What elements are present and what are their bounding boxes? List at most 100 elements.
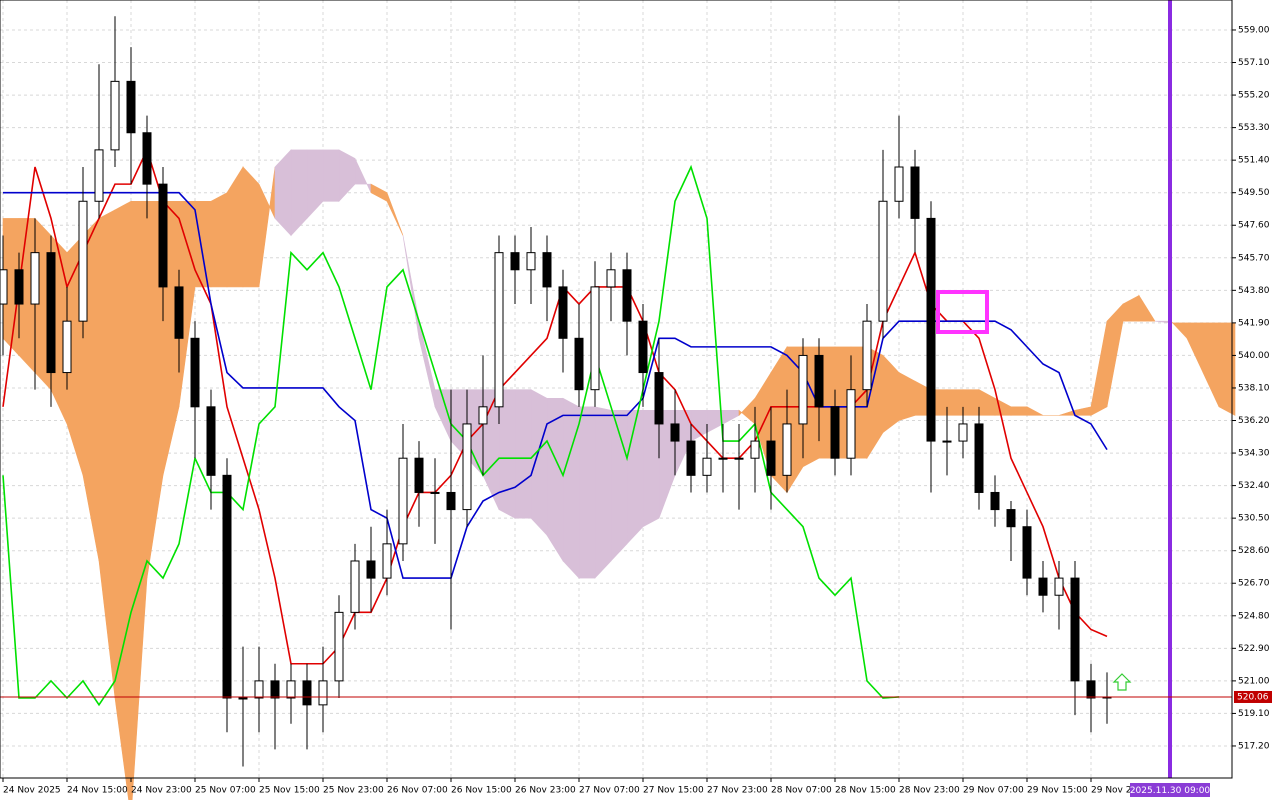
y-tick-label: 541.90 [1238,318,1270,328]
candle-body [1022,526,1032,579]
x-tick-label: 29 Nov 15:00 [1027,786,1088,796]
candle-body [750,440,760,459]
candle-body [878,200,888,322]
candle-body [62,320,72,374]
cloud-segment [1138,294,1156,322]
candle-body [798,354,808,425]
plot-frame [0,0,1233,779]
candle-body [46,252,56,374]
y-tick-label: 559.00 [1238,25,1270,35]
candle-body [558,286,568,339]
candle-body [78,200,88,322]
cloud-segment [514,389,532,519]
candle-body [478,406,488,425]
cloud-segment [578,406,596,579]
cloud-segment [626,409,644,545]
y-tick-label: 536.20 [1238,416,1270,426]
candle-body [974,423,984,493]
y-tick-label: 549.50 [1238,188,1270,198]
last-price-label: 520.06 [1237,692,1269,702]
x-tick-label: 27 Nov 23:00 [707,786,768,796]
candle-body [1070,577,1080,682]
candle-body [302,680,312,706]
candle-body [1086,680,1096,699]
y-tick-label: 547.60 [1238,221,1270,231]
candle-body [942,440,952,443]
cloud-segment [210,192,228,288]
cursor-time: 2025.11.30 09:00 [1130,786,1211,796]
cloud-segment [594,406,612,579]
candle-body [766,440,776,476]
y-tick-label: 534.30 [1238,449,1270,459]
candle-body [702,457,712,476]
x-tick-label: 28 Nov 15:00 [835,786,896,796]
candle-body [110,80,120,151]
x-tick-label: 25 Nov 15:00 [259,786,320,796]
candle-body [1054,577,1064,596]
x-tick-label: 28 Nov 07:00 [771,786,832,796]
y-tick-label: 543.80 [1238,286,1270,296]
candle-body [574,337,584,391]
candle-body [238,697,248,700]
x-tick-label: 24 Nov 2025 [3,786,61,796]
candle-body [382,543,392,579]
candle-body [1038,577,1048,596]
candle-body [670,423,680,442]
candle-body [398,457,408,545]
candle-body [334,611,344,682]
x-tick-label: 26 Nov 15:00 [451,786,512,796]
buy-arrow [1112,673,1132,691]
candle-body [30,252,40,305]
cloud-segment [1218,322,1236,416]
x-tick-label: 27 Nov 07:00 [579,786,640,796]
cloud-segment [386,192,404,236]
y-tick-label: 540.00 [1238,351,1270,361]
x-tick-label: 24 Nov 23:00 [131,786,192,796]
candle-body [894,166,904,202]
x-tick-label: 26 Nov 23:00 [515,786,576,796]
candle-body [830,406,840,459]
cloud-segment [946,389,964,416]
candle-body [126,80,136,134]
candle-body [1006,509,1016,528]
candle-body [926,217,936,442]
cloud-segment [322,149,340,202]
candle-body [782,423,792,476]
y-tick-label: 551.40 [1238,156,1270,166]
y-tick-label: 532.40 [1238,481,1270,491]
cloud-segment [1026,406,1044,416]
y-tick-label: 521.00 [1238,676,1270,686]
candle-body [462,423,472,511]
y-tick-label: 517.20 [1238,741,1270,751]
candle-body [286,680,296,699]
cloud-segment [498,389,516,519]
candle-body [142,132,152,185]
candle-body [254,680,264,699]
cloud-segment [1010,406,1028,416]
indicator-line [2,147,1108,665]
candle-body [686,440,696,476]
candle-body [270,680,280,699]
indicator-line [3,191,1108,579]
candle-body [174,286,184,339]
highlight-box [936,290,989,334]
candle-body [654,372,664,425]
candle-body [990,491,1000,511]
x-tick-label: 25 Nov 23:00 [323,786,384,796]
y-tick-label: 538.10 [1238,383,1270,393]
candle-body [158,183,168,288]
candle-body [14,269,24,305]
x-tick-label: 29 Nov 07:00 [963,786,1024,796]
candle-body [606,269,616,288]
y-tick-label: 526.70 [1238,579,1270,589]
candle-body [510,252,520,271]
candle-body [846,389,856,459]
cloud-segment [242,166,260,288]
candle-body [494,252,504,408]
candle-body [910,166,920,219]
candle-body [638,320,648,374]
x-tick-label: 24 Nov 15:00 [67,786,128,796]
candle-body [222,474,232,699]
candle-body [734,457,744,460]
